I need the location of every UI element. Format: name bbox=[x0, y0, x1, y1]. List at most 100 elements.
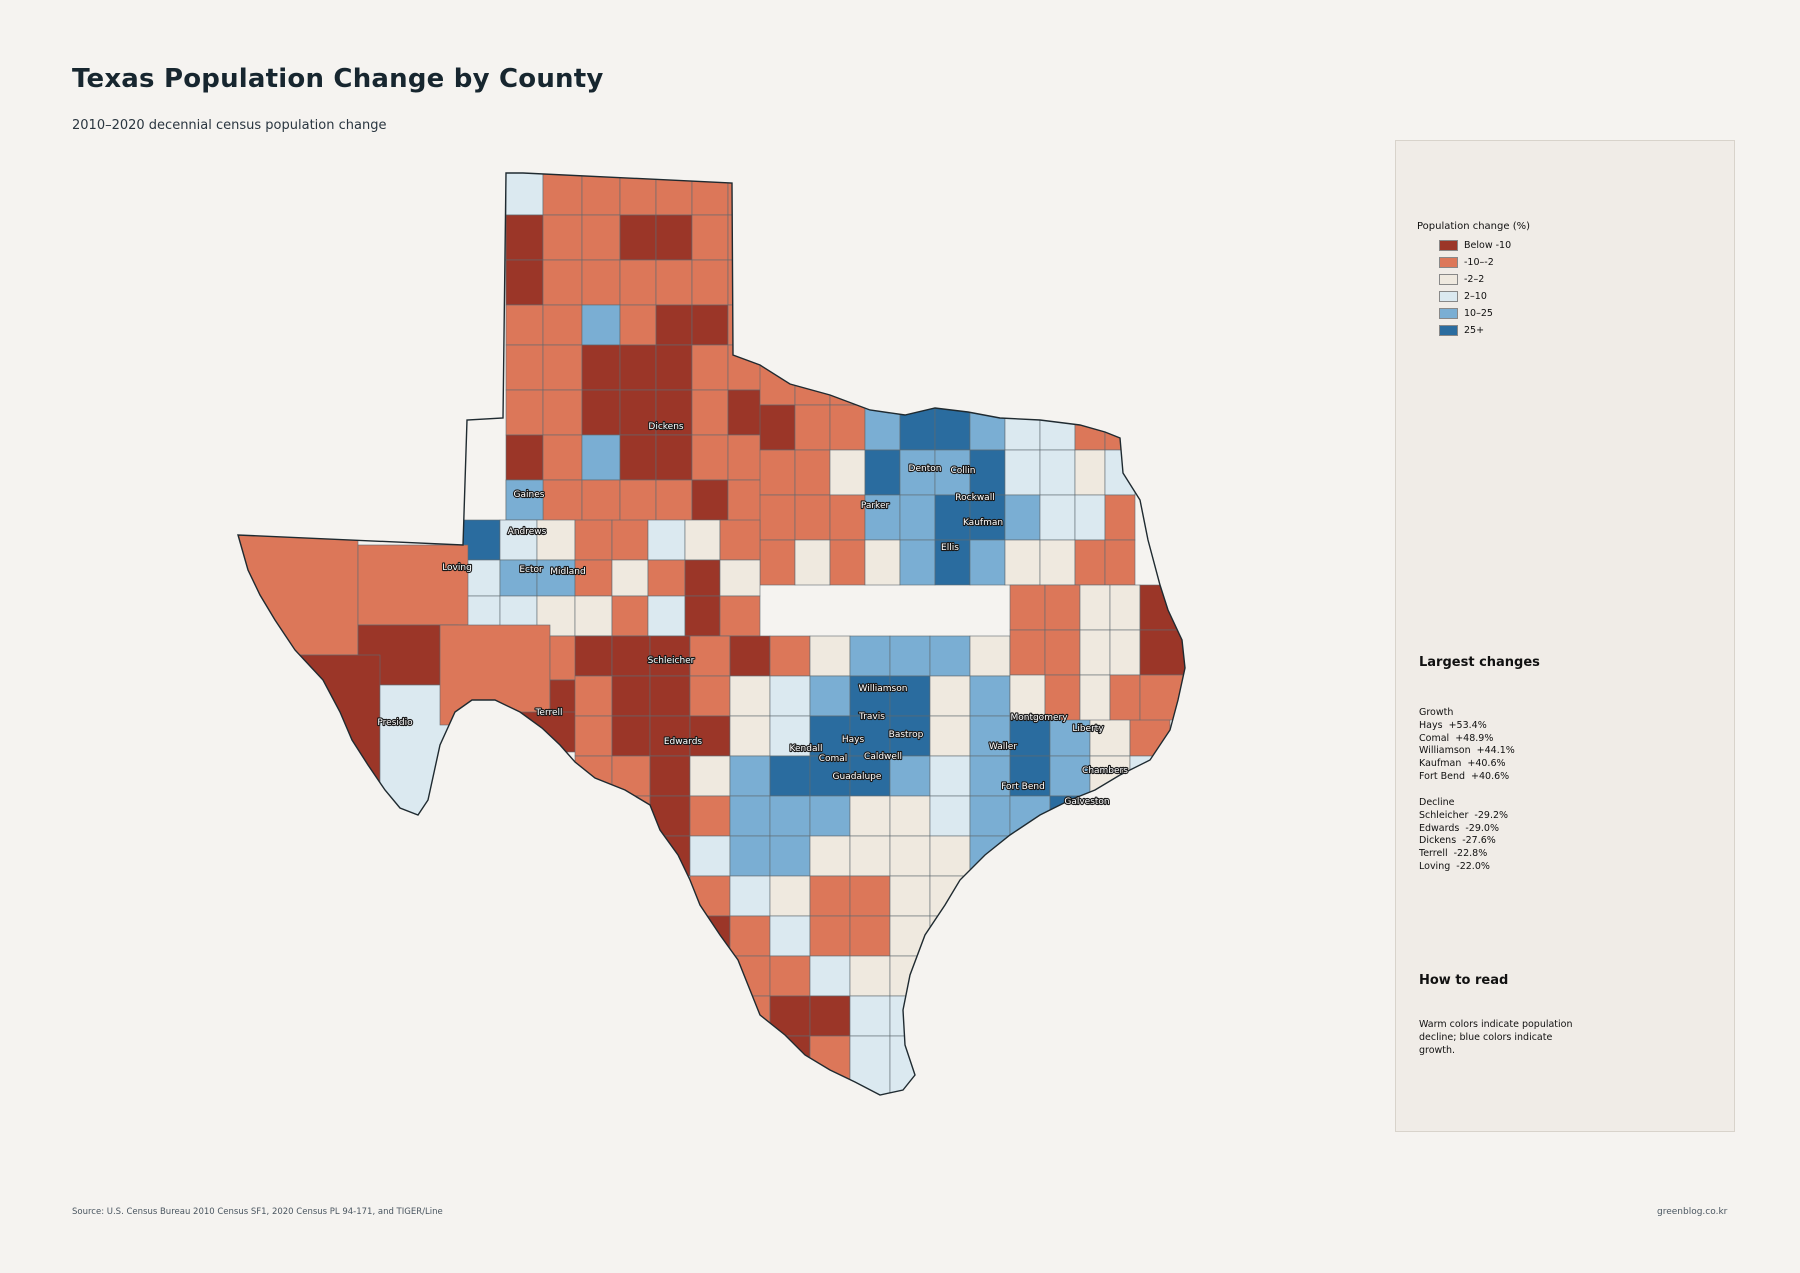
county-shape bbox=[929, 1035, 971, 1095]
county-shape bbox=[1129, 955, 1171, 997]
county-shape bbox=[649, 675, 691, 717]
county-shape bbox=[439, 624, 551, 726]
county-shape bbox=[581, 304, 621, 346]
county-shape bbox=[719, 559, 761, 597]
legend-item: -2–2 bbox=[1439, 271, 1530, 288]
county-shape bbox=[691, 173, 729, 216]
county-shape bbox=[649, 955, 691, 997]
county-shape bbox=[689, 835, 731, 877]
county-shape bbox=[505, 304, 544, 346]
county-shape bbox=[829, 359, 866, 406]
county-label: Galveston bbox=[1064, 797, 1109, 807]
county-shape bbox=[969, 795, 1011, 837]
county-label: Travis bbox=[858, 712, 885, 722]
county-shape bbox=[889, 835, 931, 877]
legend-swatch bbox=[1439, 257, 1458, 268]
county-label: Montgomery bbox=[1010, 713, 1068, 723]
county-shape bbox=[574, 795, 613, 837]
legend-title: Population change (%) bbox=[1417, 221, 1531, 232]
county-shape bbox=[729, 715, 771, 757]
legend-item: 2–10 bbox=[1439, 288, 1530, 305]
county-shape bbox=[462, 519, 501, 561]
legend-swatch bbox=[1439, 240, 1458, 251]
county-shape bbox=[691, 389, 729, 436]
county-shape bbox=[849, 755, 891, 797]
county-shape bbox=[1129, 915, 1171, 957]
county-shape bbox=[691, 344, 729, 391]
legend-label: 10–25 bbox=[1464, 308, 1493, 319]
county-shape bbox=[1079, 629, 1111, 676]
county-shape bbox=[574, 519, 613, 561]
county-shape bbox=[649, 755, 691, 797]
county-shape bbox=[729, 915, 771, 957]
county-shape bbox=[1129, 835, 1171, 877]
county-shape bbox=[1009, 835, 1051, 877]
county-shape bbox=[769, 955, 811, 997]
county-shape bbox=[1089, 875, 1131, 917]
county-shape bbox=[829, 539, 866, 586]
county-shape bbox=[611, 955, 651, 997]
county-shape bbox=[647, 519, 686, 561]
county-shape bbox=[809, 1035, 851, 1095]
county-shape bbox=[849, 835, 891, 877]
county-shape bbox=[611, 519, 649, 561]
county-shape bbox=[505, 173, 544, 216]
county-shape bbox=[689, 955, 731, 997]
county-shape bbox=[619, 434, 657, 481]
county-label: Liberty bbox=[1072, 724, 1104, 734]
county-label: Waller bbox=[989, 742, 1017, 752]
source-note: Source: U.S. Census Bureau 2010 Census S… bbox=[72, 1207, 443, 1217]
growth-item: Kaufman +40.6% bbox=[1419, 758, 1506, 770]
legend-label: 2–10 bbox=[1464, 291, 1487, 302]
county-shape bbox=[809, 835, 851, 877]
county-shape bbox=[794, 404, 831, 451]
county-shape bbox=[689, 1035, 731, 1095]
county-shape bbox=[809, 795, 851, 837]
county-shape bbox=[611, 635, 651, 677]
county-shape bbox=[1009, 795, 1051, 837]
county-shape bbox=[689, 675, 731, 717]
county-shape bbox=[729, 1035, 771, 1095]
county-label: Loving bbox=[442, 563, 472, 573]
county-shape bbox=[691, 479, 729, 523]
county-shape bbox=[542, 389, 583, 436]
credit-link[interactable]: greenblog.co.kr bbox=[1657, 1207, 1728, 1217]
county-shape bbox=[889, 715, 931, 757]
county-shape bbox=[542, 173, 583, 216]
county-shape bbox=[1089, 715, 1131, 757]
legend-item: 25+ bbox=[1439, 322, 1530, 339]
county-shape bbox=[655, 344, 693, 391]
county-shape bbox=[611, 915, 651, 957]
county-shape bbox=[611, 875, 651, 917]
county-shape bbox=[689, 915, 731, 957]
county-shape bbox=[649, 995, 691, 1037]
county-shape bbox=[759, 404, 796, 451]
county-shape bbox=[1089, 995, 1131, 1037]
county-shape bbox=[1004, 359, 1041, 406]
county-shape bbox=[969, 404, 1006, 451]
county-shape bbox=[574, 675, 613, 717]
county-shape bbox=[1039, 539, 1076, 586]
county-shape bbox=[849, 635, 891, 677]
county-shape bbox=[1129, 755, 1171, 797]
county-shape bbox=[969, 675, 1011, 717]
county-shape bbox=[769, 835, 811, 877]
map-subtitle: 2010–2020 decennial census population ch… bbox=[72, 118, 387, 133]
county-shape bbox=[727, 214, 769, 261]
county-shape bbox=[969, 539, 1006, 586]
legend-item: -10–-2 bbox=[1439, 254, 1530, 271]
county-shape bbox=[611, 995, 651, 1037]
county-shape bbox=[574, 595, 613, 637]
county-label: Gaines bbox=[514, 490, 545, 500]
county-shape bbox=[1139, 629, 1185, 676]
county-shape bbox=[505, 344, 544, 391]
county-shape bbox=[1004, 449, 1041, 496]
county-shape bbox=[929, 675, 971, 717]
county-label: Guadalupe bbox=[833, 772, 882, 782]
county-shape bbox=[611, 835, 651, 877]
legend-swatch bbox=[1439, 308, 1458, 319]
county-shape bbox=[809, 715, 851, 757]
county-shape bbox=[647, 559, 686, 597]
county-shape bbox=[719, 519, 761, 561]
